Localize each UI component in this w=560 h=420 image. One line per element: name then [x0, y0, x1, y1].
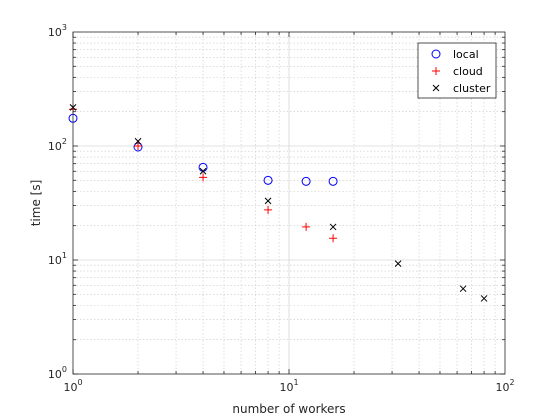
y-tick-label: 102 — [48, 137, 67, 153]
local-data-point — [263, 175, 273, 185]
y-tick-label: 101 — [48, 251, 67, 267]
local-data-point — [328, 176, 338, 186]
cluster-legend-marker — [432, 84, 440, 92]
x-tick-label: 102 — [495, 378, 514, 394]
cloud-data-point — [329, 234, 338, 243]
cloud-legend-label: cloud — [453, 65, 483, 78]
y-tick-label: 103 — [48, 23, 67, 39]
cloud-legend-marker — [432, 67, 440, 75]
cluster-legend-label: cluster — [453, 82, 491, 95]
local-data-point — [301, 176, 311, 186]
cloud-data-point — [199, 173, 208, 182]
cluster-data-point — [394, 260, 402, 267]
x-axis-label: number of workers — [232, 402, 345, 416]
axis-ticks: 100 101 102 100 101 102 103 — [48, 23, 515, 394]
y-axis-label: time [s] — [29, 180, 43, 227]
x-tick-label: 100 — [63, 378, 82, 394]
y-tick-label: 100 — [48, 365, 67, 381]
legend-box — [417, 42, 497, 99]
cluster-data-point — [199, 167, 207, 175]
cluster-data-point — [264, 197, 272, 205]
x-tick-label: 101 — [279, 378, 298, 394]
cloud-data-point — [134, 142, 143, 150]
cloud-data-point — [264, 205, 273, 214]
local-legend-label: local — [453, 48, 479, 61]
cluster-data-point — [459, 285, 467, 293]
cluster-data-point — [480, 295, 488, 302]
legend: local cloud cluster — [417, 42, 497, 99]
cloud-data-point — [302, 222, 311, 231]
cluster-data-point — [134, 137, 142, 145]
cluster-data-point — [329, 223, 337, 231]
local-legend-marker — [431, 49, 441, 59]
